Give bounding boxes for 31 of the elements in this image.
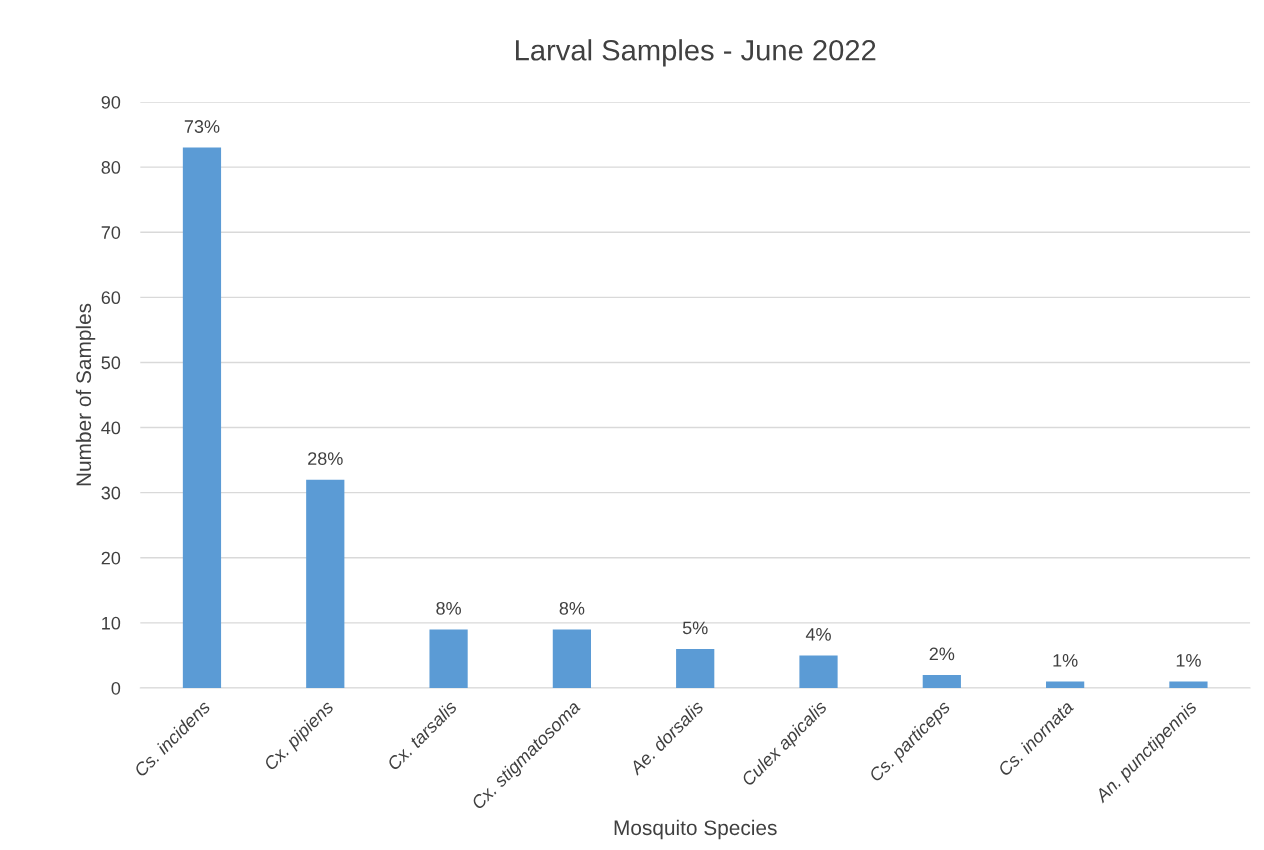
y-axis-title: Number of Samples (75, 303, 96, 486)
annotation: 73% (184, 120, 220, 133)
annotation: 28% (308, 452, 343, 465)
annotation: 1% (1176, 654, 1201, 667)
annotation: 2% (929, 647, 955, 661)
chart-title: Larval Samples - June 2022 (516, 39, 876, 67)
y-tick-label: 30 (101, 486, 121, 500)
annotation: 1% (1053, 654, 1078, 667)
annotation: 5% (682, 621, 708, 635)
bar (799, 655, 838, 688)
bar (182, 147, 222, 688)
y-tick-label: 40 (101, 421, 121, 435)
y-tick-label: 20 (101, 551, 121, 565)
y-tick-label: 0 (111, 681, 121, 695)
x-axis-title: Mosquito Species (614, 819, 777, 840)
bar (1169, 681, 1208, 688)
bar (1046, 681, 1085, 688)
annotation: 4% (805, 628, 831, 641)
y-tick-label: 50 (101, 356, 121, 370)
y-tick-label: 80 (101, 161, 121, 174)
y-tick-label: 10 (102, 616, 121, 630)
bar (552, 629, 591, 688)
bar (676, 648, 715, 688)
bar (306, 479, 345, 688)
y-tick-label: 70 (101, 226, 121, 239)
y-tick-label: 90 (101, 95, 121, 109)
annotation: 8% (436, 601, 461, 615)
annotation: 8% (559, 601, 585, 615)
y-tick-label: 60 (101, 291, 121, 305)
bar (922, 674, 961, 688)
bar (429, 629, 468, 688)
